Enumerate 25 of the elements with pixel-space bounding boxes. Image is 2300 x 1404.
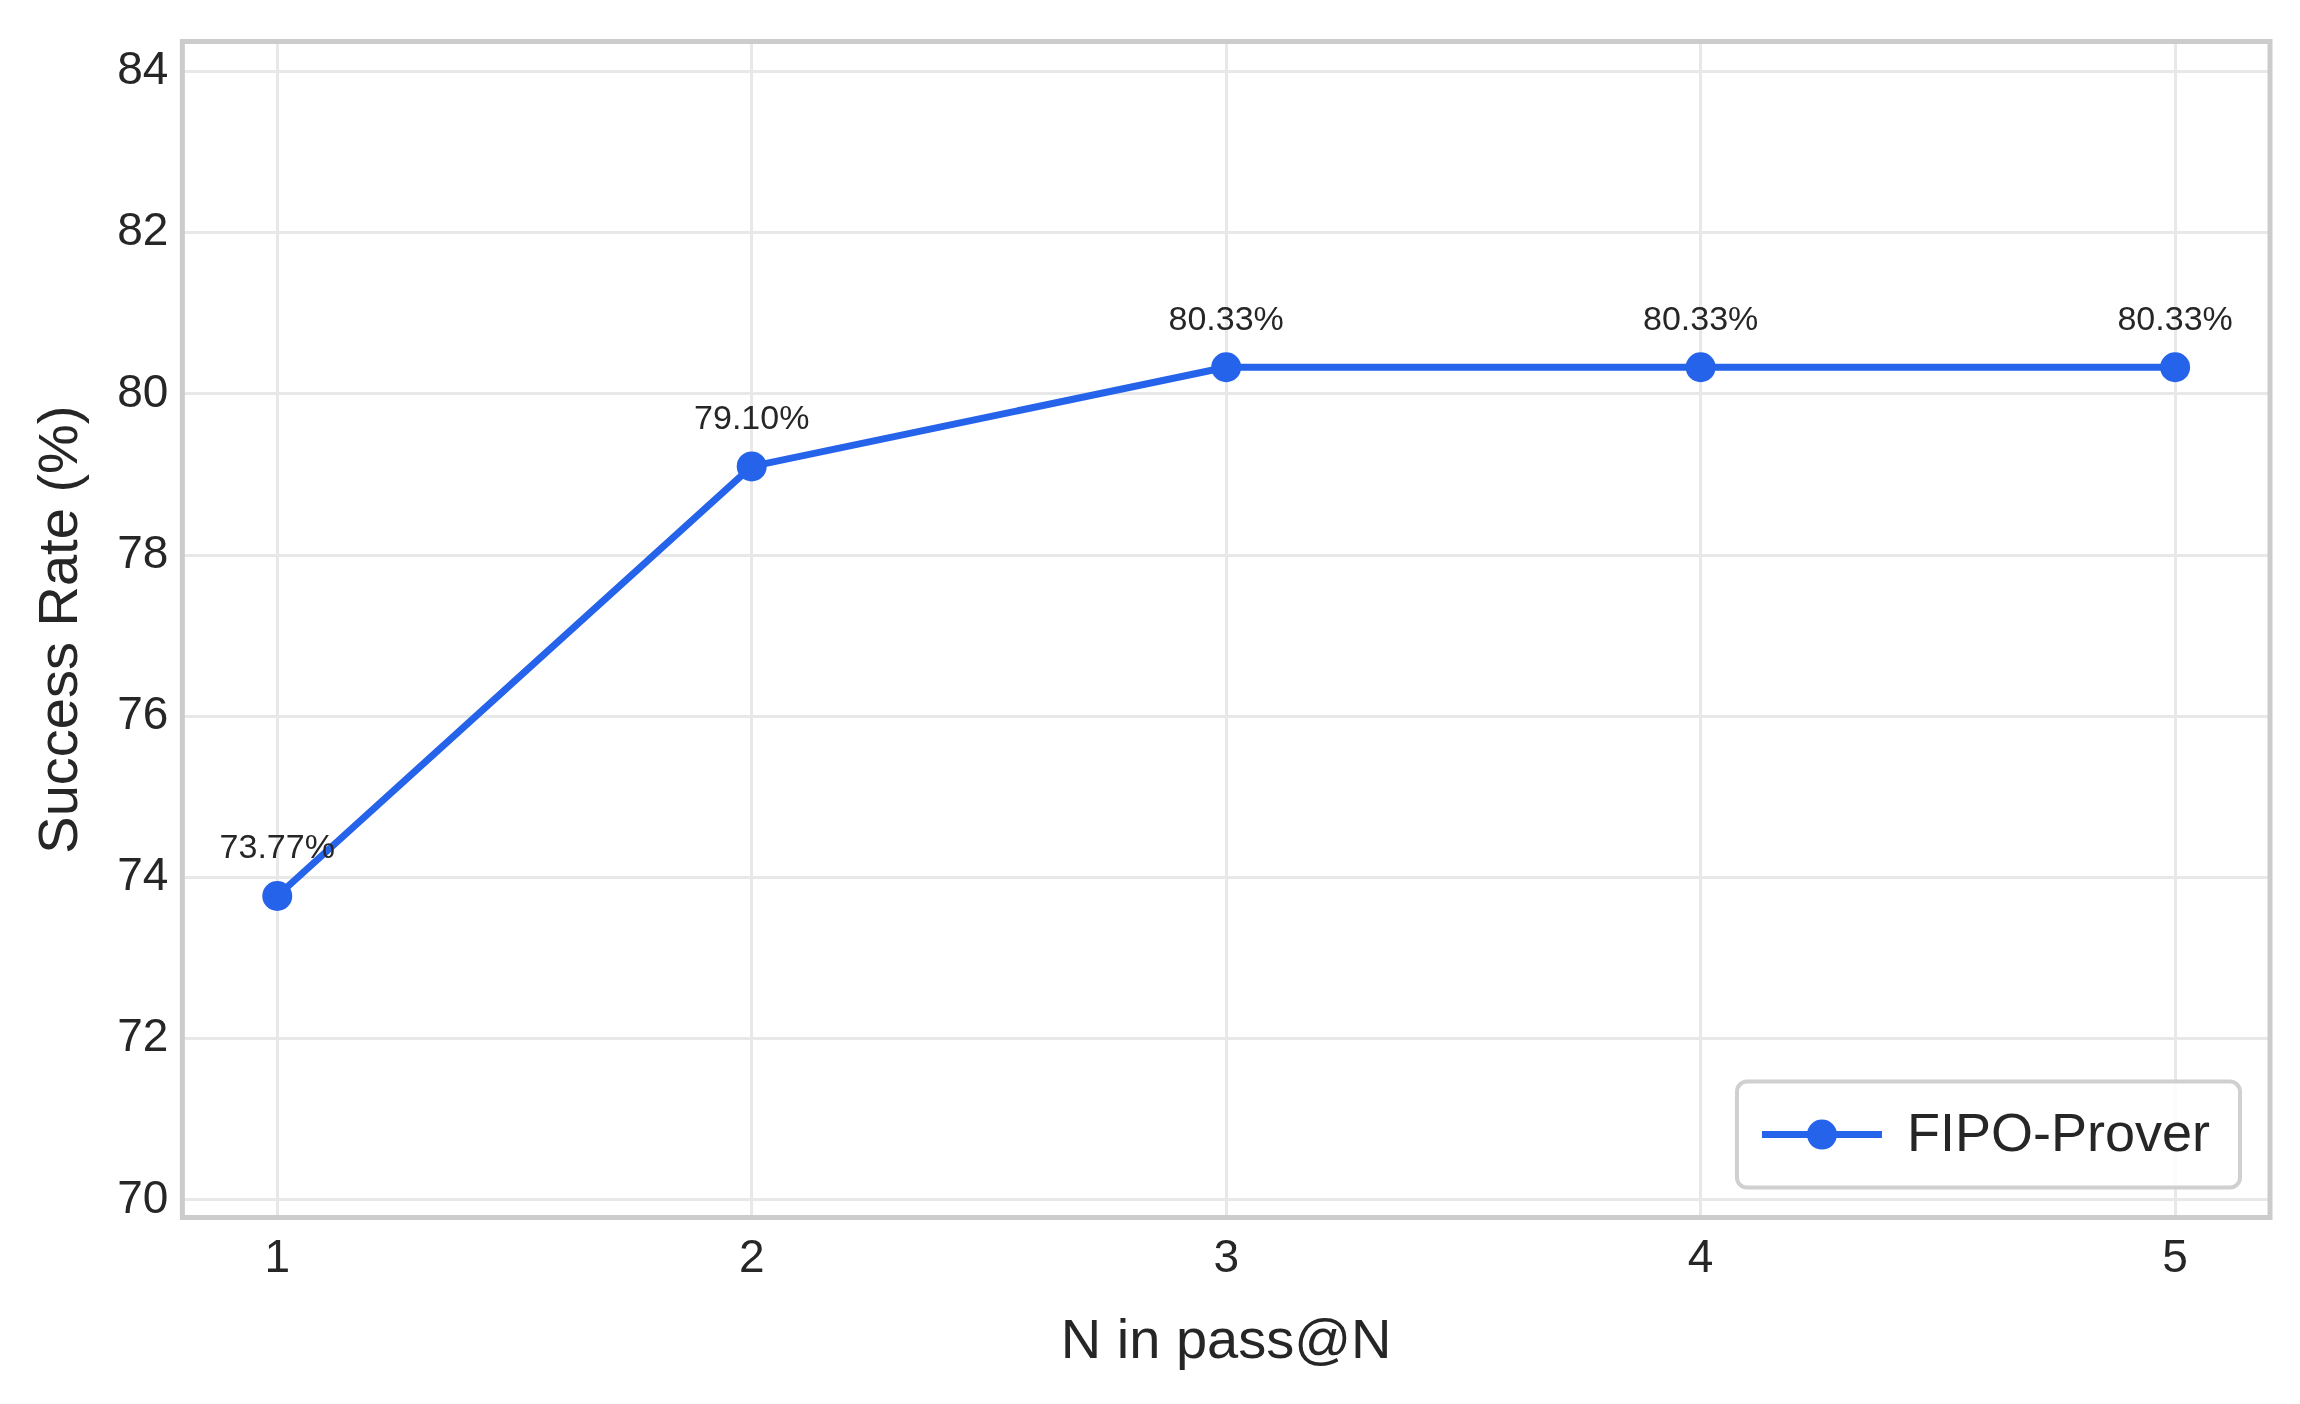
x-tick-label: 1 [264, 1229, 291, 1282]
x-tick-label: 4 [1687, 1229, 1714, 1282]
x-axis-title: N in pass@N [1060, 1306, 1392, 1370]
legend-label: FIPO-Prover [1906, 1102, 2211, 1163]
point [1211, 352, 1242, 383]
y-tick-label: 78 [117, 525, 169, 578]
data-label: 80.33% [2117, 298, 2233, 337]
y-tick-label: 76 [117, 686, 169, 739]
y-tick-label: 80 [117, 364, 169, 417]
point [1685, 352, 1716, 383]
x-tick-label: 2 [738, 1229, 765, 1282]
y-tick-label: 82 [117, 203, 169, 256]
x-tick-label: 3 [1213, 1229, 1239, 1282]
data-label: 79.10% [694, 397, 810, 436]
y-tick-label: 70 [117, 1170, 169, 1223]
point [262, 880, 293, 911]
data-label: 80.33% [1168, 298, 1284, 337]
y-tick-label: 72 [117, 1009, 169, 1062]
y-tick-label: 74 [117, 848, 169, 901]
x-tick-label: 5 [2162, 1229, 2188, 1282]
y-axis-title: Success Rate (%) [26, 405, 90, 854]
data-label: 80.33% [1642, 298, 1759, 337]
point [736, 451, 767, 482]
y-tick-label: 84 [117, 42, 169, 95]
point [2160, 352, 2191, 383]
